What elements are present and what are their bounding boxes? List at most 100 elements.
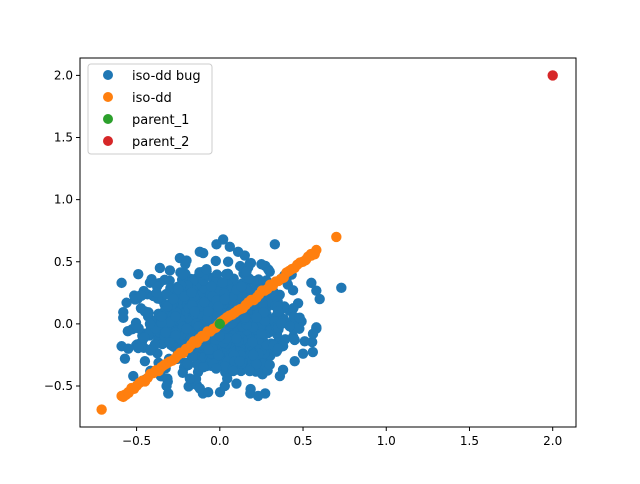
data-point [139,332,150,343]
data-point [259,315,271,326]
data-point [251,358,262,370]
legend-marker [103,114,113,124]
data-point [214,318,226,330]
x-tick-label: 1.5 [460,434,479,448]
legend-marker [103,70,113,80]
data-point [123,387,134,398]
data-point [133,268,144,280]
data-point [299,336,310,347]
data-point [272,343,284,354]
y-tick-label: 0.5 [54,255,73,269]
legend-label: iso-dd [132,91,172,106]
data-point [245,257,257,269]
data-point [139,355,151,367]
data-point [164,265,176,276]
data-point [211,239,222,250]
data-point [239,250,250,261]
data-point [336,282,347,294]
data-point [189,306,201,317]
data-point [247,336,258,348]
data-point [288,302,299,314]
series-parent-1 [214,318,226,330]
data-point [234,355,245,367]
data-point [210,255,221,267]
data-point [287,285,299,296]
data-point [123,343,134,354]
data-point [231,378,242,389]
data-point [182,358,193,369]
data-point [306,336,318,348]
data-point [307,328,319,340]
data-point [116,277,127,289]
data-point [121,297,132,308]
data-point [289,355,300,367]
data-point [217,277,228,288]
y-tick-label: −0.5 [44,379,73,393]
data-point [184,373,196,384]
data-point [241,266,252,277]
data-point [252,390,264,402]
data-point [214,331,226,342]
data-point [264,359,275,371]
data-point [154,262,166,274]
y-tick-label: 2.0 [54,68,73,82]
data-point [284,321,295,332]
data-point [144,318,156,330]
data-point [133,342,144,354]
data-point [170,311,181,322]
data-point [269,239,281,250]
x-tick-label: 1.0 [377,434,396,448]
data-point [146,273,157,285]
data-point [314,293,325,305]
data-point [183,381,194,392]
data-point [136,290,147,301]
data-point [145,345,156,356]
data-point [276,318,287,330]
axes-frame [79,57,577,428]
data-point [203,344,215,356]
data-point [198,296,210,308]
data-point [197,247,209,259]
data-point [239,312,250,323]
series-iso-dd [96,231,342,415]
data-point [260,339,272,350]
data-point [202,306,214,317]
data-point [219,380,231,392]
data-point [307,346,319,358]
data-point [311,285,322,296]
data-point [211,269,223,280]
legend-label: parent_1 [132,113,189,128]
axes-layer: −0.5 0.0 0.5 1.0 1.5 2.0 −0.5 0.0 0.5 1.0 1.5 2.0 [44,57,577,448]
x-tick-label: 2.0 [543,434,562,448]
data-point [177,268,189,280]
data-point [168,293,179,305]
series-parent-2 [547,70,558,81]
data-point [177,367,188,379]
data-point [161,380,172,392]
data-point [160,327,171,338]
data-point [247,349,259,361]
data-point [219,361,230,372]
data-point [264,266,275,277]
data-point [181,323,192,335]
data-point [162,301,173,312]
data-point [222,256,234,267]
data-point [96,404,107,415]
data-point [221,268,232,280]
data-point [118,312,129,324]
data-point [119,353,131,364]
data-point [236,281,247,292]
data-point [245,383,256,395]
data-point [201,264,212,275]
x-tick-label: 0.0 [210,434,229,448]
data-point [181,255,192,266]
data-point [251,312,262,323]
data-point [197,362,209,373]
data-point [306,277,317,289]
data-point [139,306,151,317]
data-point [202,387,214,398]
series-iso-dd-bug [116,234,347,402]
data-point [210,363,222,374]
data-point [258,307,270,318]
